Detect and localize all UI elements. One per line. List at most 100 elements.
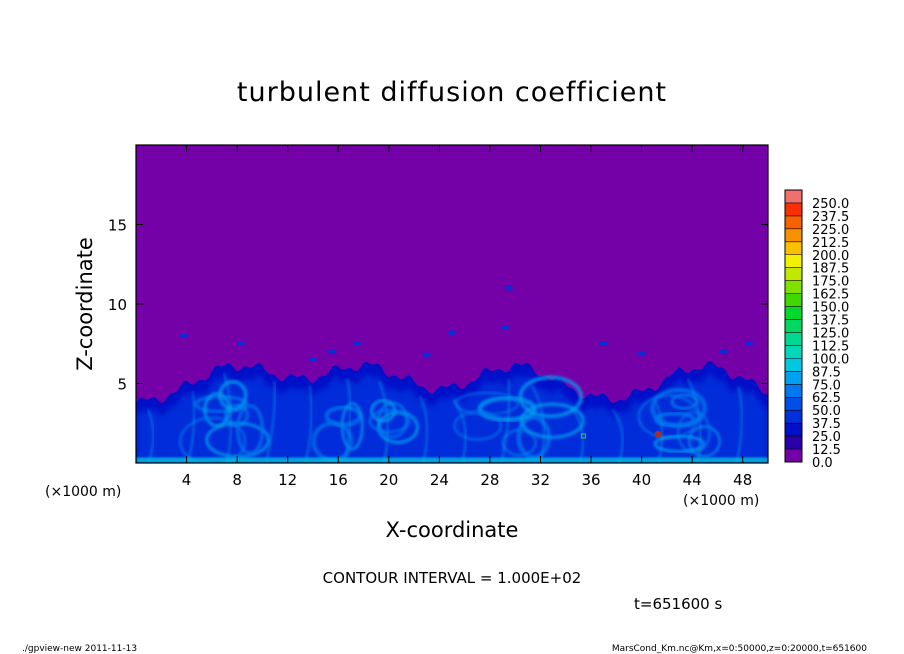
x-tick-label: 36: [581, 471, 600, 489]
colorbar-label: 75.0: [812, 378, 841, 393]
colorbar: 0.012.525.037.550.062.575.087.5100.0112.…: [784, 189, 849, 471]
turbulent-patch: [504, 285, 513, 291]
colorbar-label: 137.5: [812, 314, 849, 329]
colorbar-swatch: [785, 202, 802, 216]
eddy: [236, 404, 265, 456]
plume: [343, 378, 352, 463]
contour-interval: CONTOUR INTERVAL = 1.000E+02: [323, 569, 582, 587]
colorbar-label: 175.0: [812, 275, 849, 290]
colorbar-label: 250.0: [812, 197, 849, 212]
colorbar-label: 112.5: [812, 339, 849, 354]
turbulent-patch: [637, 350, 646, 356]
colorbar-swatch: [785, 371, 802, 385]
x-tick-label: 28: [480, 471, 499, 489]
eddy: [653, 434, 706, 454]
colorbar-label: 37.5: [812, 417, 841, 432]
surface-layer: [136, 457, 768, 463]
colorbar-swatch: [785, 423, 802, 437]
colorbar-swatch: [785, 384, 802, 398]
turbulent-patch: [180, 333, 189, 339]
colorbar-label: 87.5: [812, 365, 841, 380]
colorbar-label: 225.0: [812, 223, 849, 238]
x-tick-label: 40: [632, 471, 651, 489]
colorbar-label: 237.5: [812, 210, 849, 225]
time-label: t=651600 s: [634, 595, 722, 613]
footer-right: MarsCond_Km.nc@Km,x=0:50000,z=0:20000,t=…: [612, 644, 867, 654]
colorbar-label: 25.0: [812, 430, 841, 445]
x-axis-label: X-coordinate: [386, 518, 519, 542]
x-tick-label: 24: [430, 471, 449, 489]
turbulent-patch: [327, 349, 336, 355]
turbulent-field: [136, 285, 768, 463]
turbulent-patch: [422, 352, 431, 358]
boundary-layer-inner: [136, 374, 768, 463]
colorbar-label: 50.0: [812, 404, 841, 419]
x-unit-left: (×1000 m): [45, 484, 121, 500]
turbulent-patch: [308, 357, 317, 363]
colorbar-swatch: [785, 358, 802, 372]
eddy: [218, 379, 248, 411]
colorbar-swatch: [785, 254, 802, 268]
x-tick-label: 32: [531, 471, 550, 489]
colorbar-label: 12.5: [812, 443, 841, 458]
x-tick-label: 44: [683, 471, 702, 489]
eddy: [654, 411, 697, 428]
plume: [378, 380, 389, 463]
plume: [222, 372, 233, 463]
colorbar-label: 125.0: [812, 326, 849, 341]
colorbar-swatch: [785, 345, 802, 359]
colorbar-swatch: [785, 397, 802, 411]
colorbar-swatch: [785, 190, 802, 203]
colorbar-label: 212.5: [812, 236, 849, 251]
colorbar-label: 62.5: [812, 391, 841, 406]
colorbar-swatch: [785, 410, 802, 424]
colorbar-label: 200.0: [812, 249, 849, 264]
plume: [686, 378, 702, 463]
colorbar-swatch: [785, 436, 802, 450]
eddy: [687, 425, 721, 458]
eddy: [676, 410, 711, 454]
plume: [500, 378, 511, 463]
plume: [419, 395, 429, 463]
x-tick-label: 8: [232, 471, 242, 489]
turbulent-patch: [448, 330, 456, 336]
eddy: [518, 375, 584, 419]
turbulent-patch: [353, 341, 362, 347]
plume: [452, 398, 467, 463]
plume: [653, 398, 664, 463]
eddy: [453, 410, 503, 441]
y-tick-label: 15: [108, 217, 127, 235]
x-tick-label: 12: [278, 471, 297, 489]
y-tick-label: 10: [108, 296, 127, 314]
colorbar-swatch: [785, 293, 802, 307]
plume: [265, 381, 276, 463]
turbulent-patch: [719, 349, 728, 355]
eddy: [501, 428, 538, 457]
y-axis-ticks: 5 10 15: [108, 217, 768, 394]
turbulent-patch: [745, 341, 754, 347]
colorbar-swatch: [785, 215, 802, 229]
colorbar-swatch: [785, 306, 802, 320]
colorbar-swatch: [785, 449, 802, 462]
x-tick-label: 20: [379, 471, 398, 489]
colorbar-label: 0.0: [812, 456, 833, 471]
footer-left: ./gpview-new 2011-11-13: [22, 644, 137, 654]
plume: [735, 386, 743, 463]
colorbar-swatch: [785, 267, 802, 281]
x-tick-label: 4: [182, 471, 192, 489]
colorbar-label: 162.5: [812, 288, 849, 303]
x-axis-ticks: 4 8 12 16 20 24 28 32 36 40 44 48: [182, 145, 752, 489]
plume: [186, 391, 196, 463]
x-tick-label: 16: [329, 471, 348, 489]
turbulent-patch: [599, 341, 608, 347]
x-tick-label: 48: [733, 471, 752, 489]
colorbar-swatch: [785, 241, 802, 255]
colorbar-label: 187.5: [812, 262, 849, 277]
plume: [304, 385, 313, 463]
eddy: [368, 408, 410, 434]
y-tick-label: 5: [117, 376, 127, 394]
plume: [531, 385, 545, 463]
eddy: [178, 416, 247, 463]
